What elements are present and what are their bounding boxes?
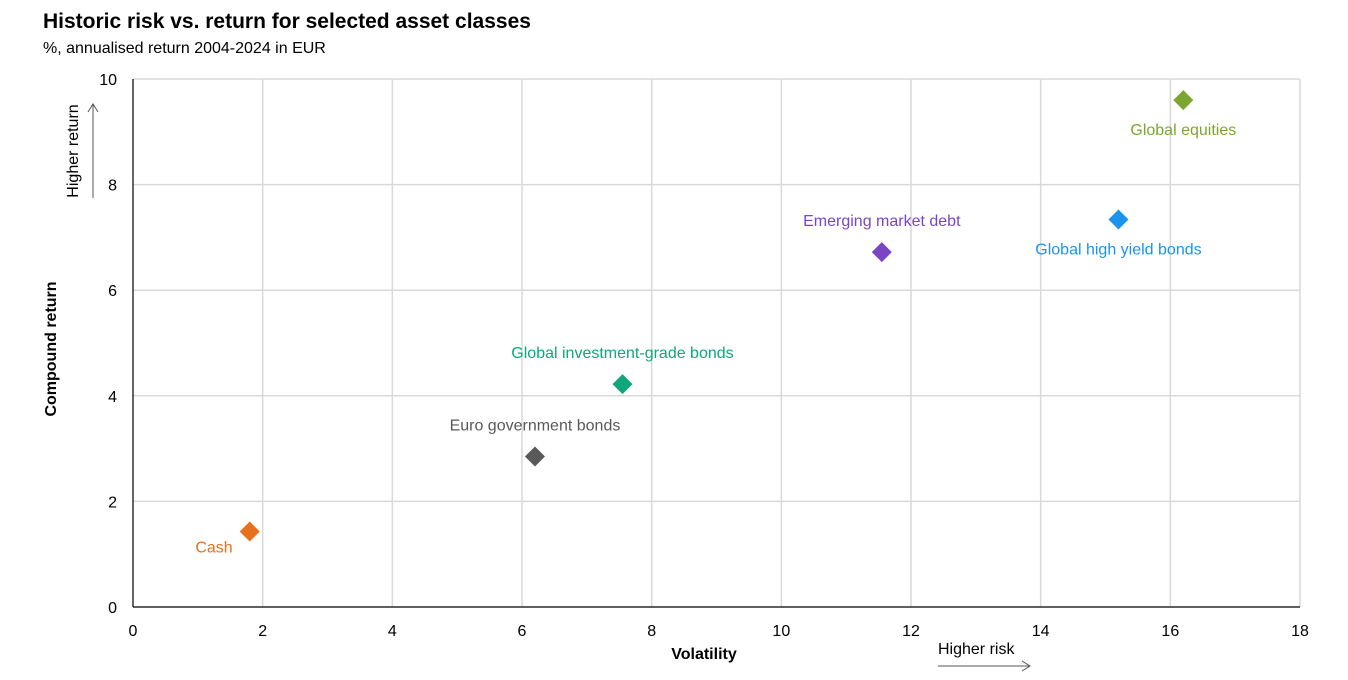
y-tick-label: 0 <box>108 600 117 617</box>
label-global-high-yield-bonds: Global high yield bonds <box>1035 241 1201 258</box>
x-tick-label: 16 <box>1161 623 1179 640</box>
x-tick-label: 10 <box>772 623 790 640</box>
point-emerging-market-debt <box>871 242 892 263</box>
higher-risk-annotation: Higher risk <box>938 641 1031 672</box>
x-tick-label: 14 <box>1032 623 1050 640</box>
x-axis-title: Volatility <box>671 646 737 663</box>
axes <box>132 79 1300 608</box>
label-global-equities: Global equities <box>1130 122 1236 139</box>
x-tick-label: 4 <box>388 623 397 640</box>
label-emerging-market-debt: Emerging market debt <box>803 213 961 230</box>
y-tick-label: 6 <box>108 283 117 300</box>
tick-labels: 0 2 4 6 8 10 12 14 16 18 0 2 4 6 8 10 <box>99 72 1309 640</box>
data-points <box>239 90 1194 542</box>
point-euro-government-bonds <box>524 446 545 467</box>
higher-return-label: Higher return <box>65 104 82 197</box>
higher-risk-label: Higher risk <box>938 641 1015 658</box>
y-tick-label: 2 <box>108 494 117 511</box>
y-tick-label: 8 <box>108 178 117 195</box>
x-tick-label: 18 <box>1291 623 1309 640</box>
label-euro-government-bonds: Euro government bonds <box>450 418 621 435</box>
point-labels: Cash Euro government bonds Global investme… <box>195 122 1236 556</box>
y-axis-title: Compound return <box>43 281 60 416</box>
y-tick-label: 10 <box>99 72 117 89</box>
label-cash: Cash <box>195 539 232 556</box>
x-tick-label: 12 <box>902 623 920 640</box>
x-tick-label: 8 <box>647 623 656 640</box>
higher-return-arrowhead <box>87 103 99 113</box>
x-tick-label: 0 <box>129 623 138 640</box>
point-cash <box>239 521 260 542</box>
y-tick-label: 4 <box>108 389 117 406</box>
point-global-equities <box>1173 90 1194 111</box>
point-global-high-yield-bonds <box>1108 209 1129 230</box>
x-tick-label: 6 <box>518 623 527 640</box>
point-global-investment-grade-bonds <box>612 374 633 395</box>
chart-title: Historic risk vs. return for selected as… <box>43 10 531 33</box>
higher-return-annotation: Higher return <box>65 103 99 198</box>
chart-subtitle: %, annualised return 2004-2024 in EUR <box>43 40 326 57</box>
label-global-investment-grade-bonds: Global investment-grade bonds <box>511 345 733 362</box>
x-tick-label: 2 <box>258 623 267 640</box>
higher-risk-arrowhead <box>1021 660 1031 672</box>
gridlines <box>133 78 1301 607</box>
